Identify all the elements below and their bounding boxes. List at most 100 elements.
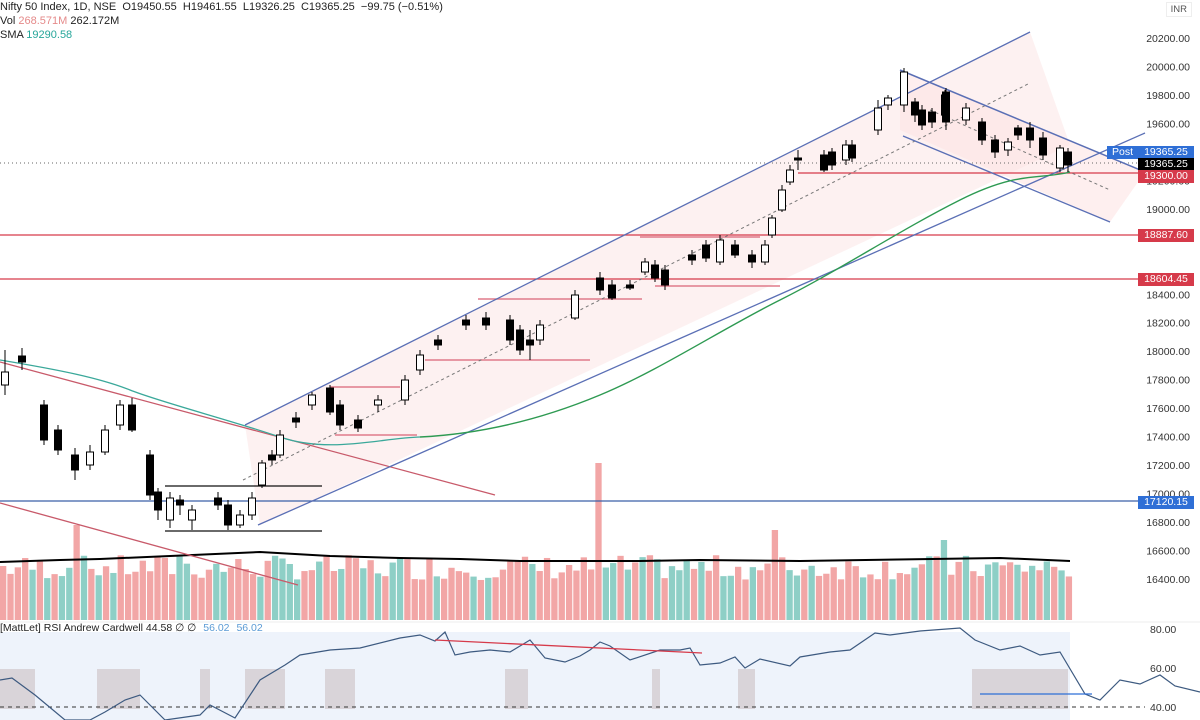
rsi-shade [97, 669, 140, 709]
falling-channel-lower[interactable] [902, 135, 1111, 223]
volume-bar [485, 577, 492, 620]
candle-body [1004, 141, 1012, 151]
volume-bar [815, 575, 823, 620]
rsi-shade [245, 669, 285, 709]
sma-label: SMA [0, 29, 24, 41]
rsi-legend[interactable]: [MattLet] RSI Andrew Cardwell 44.58 ∅ ∅ … [0, 622, 263, 634]
volume-bar [176, 555, 183, 620]
candle-body [248, 497, 256, 516]
volume-bar [294, 579, 301, 620]
rsi-divergence-line[interactable] [434, 639, 703, 654]
candle-body [688, 254, 696, 261]
post-market-badge: Post [1106, 146, 1138, 159]
symbol[interactable]: Nifty 50 Index [0, 1, 68, 13]
rsi-line [0, 627, 1200, 720]
price-tick: 16400.00 [1146, 574, 1190, 586]
candle-body [1, 371, 9, 386]
sma-row[interactable]: SMA 19290.58 [0, 28, 443, 42]
candle-body [900, 71, 908, 106]
volume-bar [418, 579, 426, 620]
descending-trendline-lower[interactable] [0, 502, 299, 586]
candle-body [1064, 151, 1072, 166]
candle-body [54, 429, 62, 451]
candle-body [506, 319, 514, 341]
volume-label: Vol [0, 15, 16, 27]
volume-bar [948, 574, 955, 620]
volume-bar [933, 556, 940, 620]
volume-bar [617, 555, 624, 620]
price-tick: 19800.00 [1146, 90, 1190, 102]
rsi-tick: 40.00 [1150, 702, 1176, 714]
volume-bar [837, 579, 845, 620]
rsi-value: 44.58 [145, 622, 173, 634]
candle-body [258, 462, 266, 486]
volume-bar [859, 577, 867, 620]
volume-bar [169, 574, 176, 620]
low-value: L19326.25 [242, 1, 295, 13]
volume-bar [455, 571, 462, 620]
volume-bar [683, 560, 690, 620]
volume-bar [426, 559, 433, 620]
candle-body [786, 169, 794, 183]
volume-ma-line [0, 550, 1071, 563]
volume-bar [286, 563, 293, 620]
volume-bar [551, 578, 558, 620]
candle-body [128, 404, 136, 431]
volume-bar [36, 560, 44, 620]
rsi-flags: ∅ ∅ [175, 622, 197, 634]
volume-bar [514, 561, 521, 620]
volume-bar [852, 566, 859, 620]
candle-body [884, 97, 892, 106]
volume-bar [14, 567, 21, 620]
volume-bar [624, 569, 632, 620]
currency-button[interactable]: INR [1165, 2, 1192, 17]
volume-bar [632, 562, 639, 620]
candle-body [661, 269, 669, 286]
volume-bar [1051, 566, 1058, 620]
volume-bar [242, 569, 249, 620]
exchange: NSE [93, 1, 117, 13]
volume-bar [257, 576, 264, 620]
volume-bar [396, 558, 404, 620]
volume-bar [448, 567, 455, 620]
channel-upper[interactable] [244, 31, 1031, 426]
volume-bar [213, 563, 220, 620]
candle-body [86, 451, 94, 466]
rsi-shade [325, 669, 355, 709]
volume-bar [117, 555, 124, 620]
candle-body [536, 324, 544, 341]
volume-bar [220, 571, 227, 620]
volume-row[interactable]: Vol 268.571M 262.172M [0, 14, 443, 28]
candle-body [962, 107, 970, 121]
volume-ma: 262.172M [70, 15, 120, 27]
volume-bar [308, 570, 315, 620]
price-tag: 19365.25 [1138, 146, 1194, 159]
channel-lower[interactable] [257, 132, 1146, 526]
rsi-shade [505, 669, 528, 709]
volume-bar [830, 567, 837, 620]
candle-body [702, 244, 710, 259]
price-tick: 16600.00 [1146, 546, 1190, 558]
volume-bar [124, 574, 132, 620]
rsi-tick: 60.00 [1150, 663, 1176, 675]
volume-bar [22, 558, 29, 620]
volume-bar [1029, 565, 1036, 620]
candle-body [828, 151, 836, 166]
volume-bar [58, 576, 66, 620]
candle-body [820, 154, 828, 171]
descending-trendline[interactable] [0, 361, 496, 496]
volume-bar [51, 574, 58, 620]
price-tick: 20200.00 [1146, 33, 1190, 45]
candle-body [40, 404, 48, 441]
price-tag: 19300.00 [1138, 170, 1194, 183]
volume-bar [867, 574, 874, 620]
price-tick: 17600.00 [1146, 403, 1190, 415]
volume-bar [271, 555, 279, 620]
volume-bar [668, 566, 676, 620]
candle-body [911, 101, 919, 116]
volume-bar [904, 574, 911, 620]
falling-channel-upper[interactable] [899, 69, 1146, 173]
volume-bar [573, 570, 580, 620]
volume-bar [984, 564, 992, 620]
